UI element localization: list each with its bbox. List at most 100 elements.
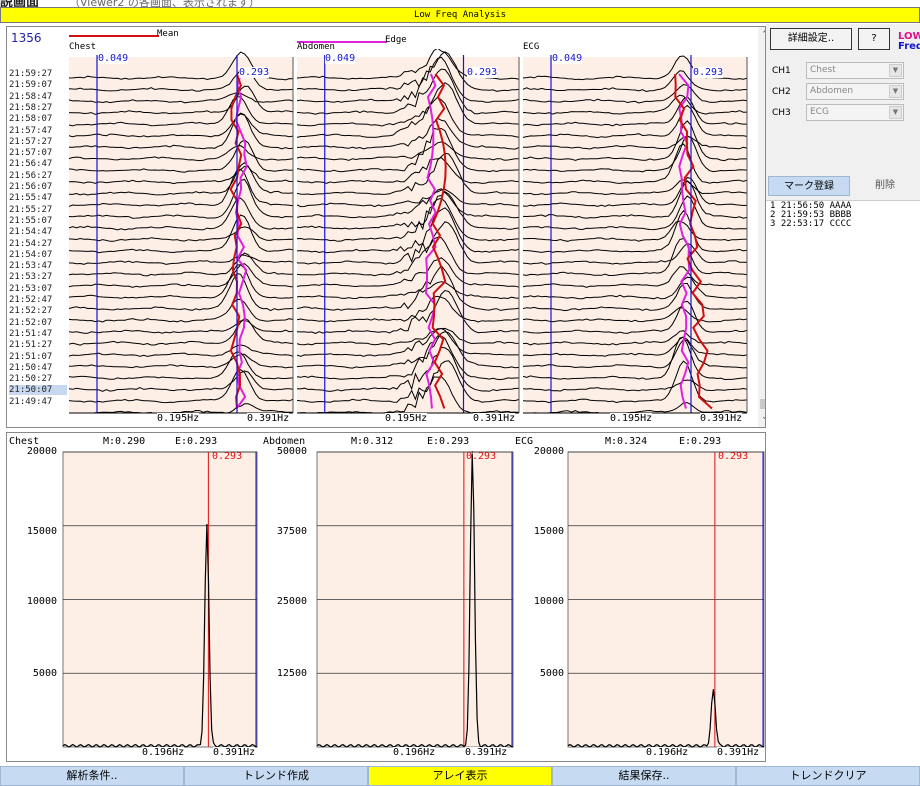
ecg-waterfall-trace <box>523 339 747 369</box>
time-label[interactable]: 21:55:07 <box>9 215 53 226</box>
abdomen-waterfall-traces <box>297 49 519 413</box>
ch1-select[interactable]: Chest ▼ <box>806 62 904 79</box>
mark-list-item[interactable]: 1 21:56:50 AAAA <box>770 201 852 211</box>
ecg-waterfall-background <box>523 57 747 413</box>
array-view-button[interactable]: アレイ表示 <box>368 766 552 786</box>
analysis-conditions-button[interactable]: 解析条件.. <box>0 766 184 786</box>
time-label[interactable]: 21:56:27 <box>9 170 53 181</box>
chevron-down-icon[interactable]: ▼ <box>889 106 902 119</box>
time-label[interactable]: 21:53:47 <box>9 261 53 272</box>
abdomen-ytick: 37500 <box>276 526 307 537</box>
chest-ytick: 15000 <box>26 526 57 537</box>
time-label[interactable]: 21:57:07 <box>9 148 53 159</box>
time-label[interactable]: 21:57:27 <box>9 136 53 147</box>
document-heading: 説画面 （Viewer2 の各画面、表示されます） <box>0 0 920 8</box>
time-label[interactable]: 21:52:47 <box>9 295 53 305</box>
logo-line-1: LOW <box>898 31 920 42</box>
ecg-spectrum-mean: M:0.324 <box>605 436 648 447</box>
detail-settings-button[interactable]: 詳細設定.. <box>770 28 852 50</box>
time-label[interactable]: 21:55:47 <box>9 193 53 204</box>
ch3-select[interactable]: ECG ▼ <box>806 104 904 121</box>
time-label[interactable]: 21:52:07 <box>9 317 53 328</box>
time-label[interactable]: 21:55:27 <box>9 204 53 215</box>
ch1-label: CH1 <box>772 66 791 76</box>
ecg-waterfall-trace <box>523 179 747 196</box>
chevron-down-icon[interactable]: ▼ <box>889 85 902 98</box>
abdomen-waterfall-trace <box>297 264 519 311</box>
chest-spectrum-title: Chest <box>9 436 40 447</box>
chest-x-tick: 0.391Hz <box>213 747 256 758</box>
abdomen-mean-frequency-line <box>431 73 447 409</box>
ecg-waterfall-trace <box>523 96 747 127</box>
time-label[interactable]: 21:51:27 <box>9 340 53 351</box>
time-label[interactable]: 21:52:27 <box>9 306 53 317</box>
abdomen-waterfall-trace <box>297 331 519 369</box>
time-label[interactable]: 21:54:47 <box>9 227 53 238</box>
time-label[interactable]: 21:58:27 <box>9 102 53 113</box>
abdomen-waterfall-trace <box>297 117 519 150</box>
ecg-end-tick: 0.391Hz <box>700 413 743 424</box>
time-label[interactable]: 21:56:47 <box>9 159 53 170</box>
chest-spectrum-mean: M:0.290 <box>103 436 146 447</box>
abdomen-edge-marker-label: 0.293 <box>467 67 498 78</box>
time-label[interactable]: 21:54:07 <box>9 249 53 260</box>
ecg-waterfall-trace <box>523 143 747 184</box>
logo-line-2: Freq <box>898 41 920 52</box>
control-panel: 詳細設定.. ? LOW Freq CH1 Chest ▼ CH2 Abdome… <box>766 24 920 480</box>
time-label[interactable]: 21:53:07 <box>9 283 53 294</box>
scroll-up-icon[interactable]: ⌃ <box>758 27 765 43</box>
ecg-low-marker-label: 0.049 <box>552 53 583 64</box>
abdomen-waterfall-trace <box>297 376 519 413</box>
abdomen-waterfall-trace <box>297 191 519 230</box>
time-label[interactable]: 21:51:47 <box>9 328 53 339</box>
ch2-select[interactable]: Abdomen ▼ <box>806 83 904 100</box>
time-label[interactable]: 21:51:07 <box>9 351 53 362</box>
time-label[interactable]: 21:49:47 <box>9 396 53 407</box>
save-results-button[interactable]: 結果保存.. <box>552 766 736 786</box>
abdomen-waterfall-trace <box>297 346 519 392</box>
ch2-label: CH2 <box>772 87 791 97</box>
chevron-down-icon[interactable]: ▼ <box>889 64 902 77</box>
mark-list-item[interactable]: 3 22:53:17 CCCC <box>770 219 852 229</box>
mark-list-item[interactable]: 2 21:59:53 BBBB <box>770 210 852 220</box>
abdomen-waterfall-trace <box>297 51 519 92</box>
waterfall-scrollbar[interactable]: ⌃ ⌄ <box>758 27 765 427</box>
tab-mark-delete[interactable]: 削除 <box>875 180 895 191</box>
abdomen-waterfall-trace <box>297 127 519 173</box>
time-label[interactable]: 21:56:07 <box>9 182 53 192</box>
panel-title-ecg: ECG <box>523 42 540 52</box>
tab-mark-register[interactable]: マーク登録 <box>768 176 850 196</box>
abdomen-spectrum-mean: M:0.312 <box>351 436 394 447</box>
abdomen-ytick: 50000 <box>276 446 307 457</box>
abdomen-waterfall-trace <box>297 68 519 115</box>
abdomen-waterfall-trace <box>297 141 519 161</box>
scroll-down-icon[interactable]: ⌄ <box>758 409 765 425</box>
chest-mid-tick: 0.195Hz <box>157 413 200 424</box>
time-label[interactable]: 21:50:47 <box>9 362 53 373</box>
ecg-waterfall-trace <box>523 180 747 219</box>
panel-title-chest: Chest <box>69 42 97 52</box>
ecg-waterfall-traces <box>523 55 747 413</box>
help-button[interactable]: ? <box>858 28 890 50</box>
trend-create-button[interactable]: トレンド作成 <box>184 766 368 786</box>
time-label[interactable]: 21:59:27 <box>9 69 53 79</box>
time-label[interactable]: 21:58:47 <box>9 91 53 102</box>
time-label[interactable]: 21:54:27 <box>9 238 53 249</box>
time-label[interactable]: 21:50:27 <box>9 374 53 385</box>
mark-list-area <box>766 200 920 480</box>
scroll-thumb[interactable] <box>760 399 765 409</box>
chest-waterfall-trace <box>69 263 293 288</box>
chest-edge-marker-label: 0.293 <box>239 67 270 78</box>
time-label[interactable]: 21:59:07 <box>9 80 53 91</box>
document-heading-text: 説画面 <box>0 0 40 8</box>
abdomen-spectrum-peak-point <box>471 451 474 453</box>
ecg-spectrum-edge: E:0.293 <box>679 436 722 447</box>
time-label[interactable]: 21:57:47 <box>9 125 53 136</box>
ecg-waterfall-trace <box>523 94 747 115</box>
time-label[interactable]: 21:53:27 <box>9 272 53 283</box>
trend-clear-button[interactable]: トレンドクリア <box>736 766 920 786</box>
chest-waterfall-trace <box>69 92 293 104</box>
time-label[interactable]: 21:58:07 <box>9 114 53 125</box>
ecg-spectrum-title: ECG <box>515 436 534 447</box>
time-label[interactable]: 21:50:07 <box>9 385 67 396</box>
